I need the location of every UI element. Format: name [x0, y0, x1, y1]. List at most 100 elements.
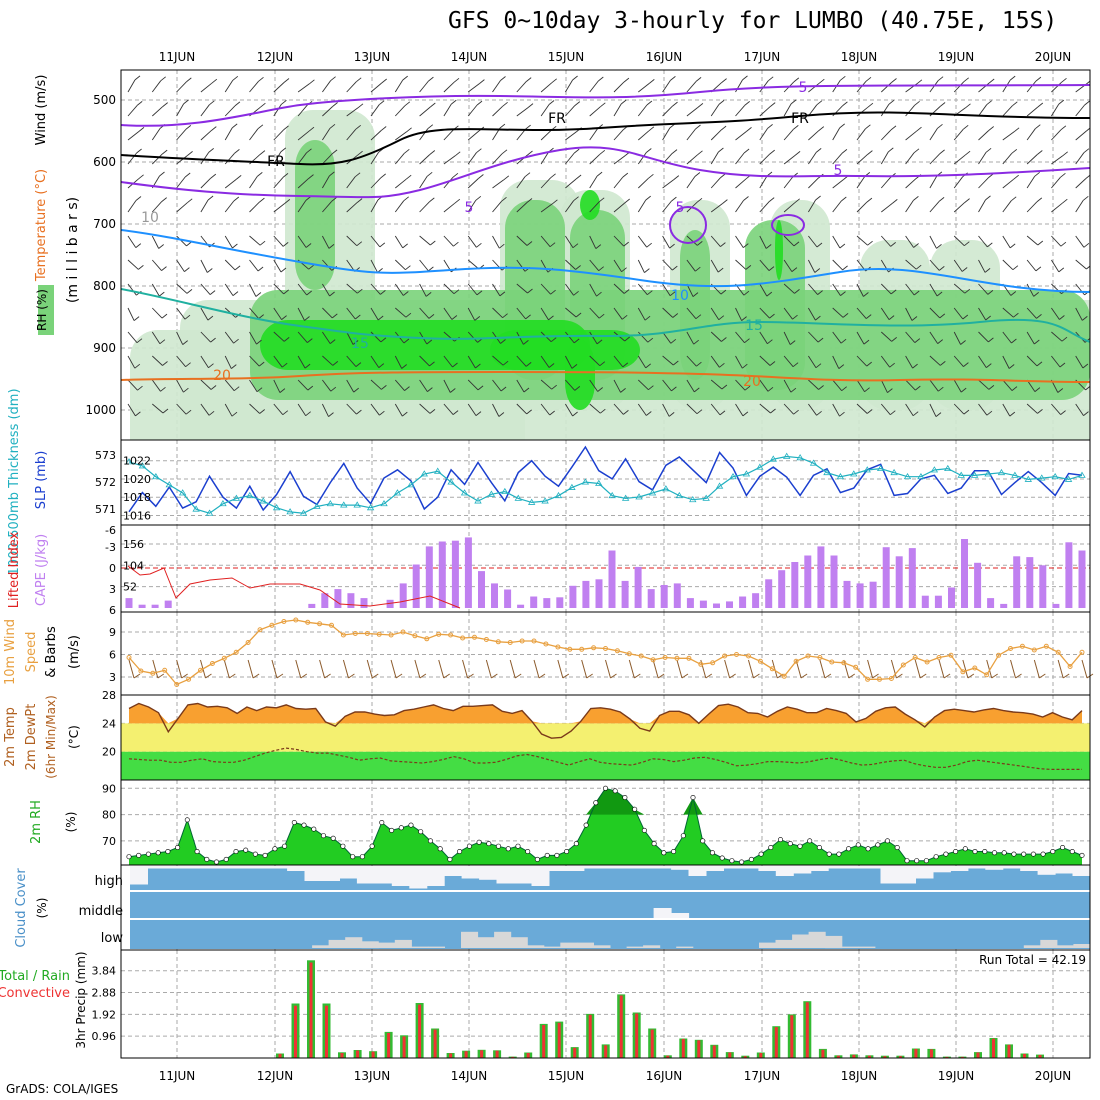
wind-barb — [565, 131, 577, 141]
wind-point — [757, 658, 763, 664]
cloud-cell — [618, 866, 637, 869]
cloud-level-low: low — [101, 931, 124, 946]
li-tick: 0 — [109, 562, 116, 575]
wind-barb — [273, 235, 284, 247]
wind-point — [269, 622, 275, 628]
wind-barb — [1026, 355, 1038, 367]
wind-barb — [1026, 80, 1037, 93]
cloud-cell — [444, 866, 463, 876]
thickness-point — [689, 495, 697, 503]
rh-point — [301, 822, 307, 828]
rh-point — [505, 846, 511, 852]
panel-frame — [120, 949, 1091, 1059]
wind-barb — [905, 379, 916, 391]
cape-bar — [504, 589, 512, 608]
wind-barb — [880, 379, 888, 393]
rh-point — [437, 846, 443, 852]
cape-bar — [1000, 603, 1008, 608]
wind-barb — [127, 403, 136, 417]
day-label-top: 19JUN — [938, 50, 975, 64]
wind-barb — [478, 174, 484, 179]
wind-barb — [1084, 100, 1090, 106]
wind-barb-10m — [724, 659, 731, 679]
precip-bar-convective — [666, 1055, 670, 1058]
wind-barb — [492, 355, 504, 366]
wind-barb — [759, 175, 768, 189]
wind-barb — [467, 283, 478, 296]
wind-barb — [672, 313, 679, 318]
wind-barb — [953, 176, 963, 189]
wind-barb — [589, 235, 597, 249]
wind-barb — [695, 77, 702, 82]
wind-barb — [540, 151, 549, 165]
wind-barb — [297, 200, 307, 213]
rh-shading — [295, 140, 335, 290]
wind-barb-10m — [229, 673, 236, 679]
wind-barb — [842, 101, 848, 107]
wind-barb — [552, 199, 558, 205]
wind-barb — [200, 82, 213, 93]
wind-barb — [1062, 151, 1068, 157]
wind-barb — [743, 290, 750, 296]
wind-barb — [322, 235, 330, 249]
thickness-point — [554, 491, 563, 499]
cape-bar — [673, 583, 681, 608]
wind-barb — [646, 100, 653, 106]
cape-bar — [856, 583, 864, 608]
cloud-cell — [378, 942, 396, 948]
wind-barb — [891, 78, 897, 83]
cape-bar — [739, 596, 747, 608]
wind-barb — [856, 154, 868, 165]
wind-barb — [565, 152, 575, 165]
wind-barb-10m — [705, 673, 713, 679]
wind-barb — [1010, 291, 1017, 296]
wind-barb — [613, 307, 623, 320]
wind-barb — [394, 379, 405, 391]
wind-barb — [832, 200, 842, 213]
day-label-bottom: 14JUN — [451, 1069, 488, 1083]
wind-barb — [759, 307, 770, 319]
wind-point — [305, 619, 311, 625]
wind-barb — [233, 386, 240, 392]
wind-barb — [162, 408, 169, 414]
wind-barb — [370, 307, 379, 321]
wind-barb — [346, 176, 356, 189]
wind-barb — [1009, 411, 1016, 417]
cloud-cell — [531, 866, 550, 886]
wind-barb — [185, 362, 191, 368]
wind-barb — [720, 289, 727, 295]
wind-barb — [1060, 125, 1067, 131]
wind-axis-label: Wind (m/s) — [34, 75, 49, 146]
wind-point — [460, 635, 466, 641]
wind-barb — [525, 362, 532, 367]
cloud-cell — [269, 866, 288, 869]
wind-barb — [332, 102, 338, 107]
wind-barb — [394, 403, 403, 417]
wind-barb — [322, 283, 330, 297]
contour-label: 5 — [834, 163, 843, 179]
wind-barb — [596, 339, 603, 345]
thickness-line — [128, 455, 1083, 514]
wind-barb — [492, 235, 500, 249]
wind-barb — [403, 196, 409, 202]
cloud-cell — [1072, 866, 1091, 876]
wind-barb — [370, 82, 382, 93]
wind-barb — [297, 105, 308, 117]
wind-barb — [880, 151, 889, 165]
rh-fill-high — [129, 788, 1082, 815]
wind-barb — [309, 79, 315, 85]
wind-barb — [1013, 174, 1019, 180]
wind-barb — [208, 410, 215, 416]
cloud-cell — [915, 866, 934, 879]
wind-barb — [1059, 315, 1065, 320]
wind-barb — [322, 128, 331, 141]
wind-barb — [818, 126, 825, 131]
wind-barb — [1002, 379, 1013, 391]
rh-point — [525, 848, 531, 854]
wind-barb — [151, 259, 162, 271]
cape-bar — [438, 541, 446, 608]
wind-barb — [330, 386, 337, 392]
cape-bar — [869, 581, 877, 608]
wind-barb — [1083, 411, 1089, 416]
wind-barb — [669, 243, 675, 249]
